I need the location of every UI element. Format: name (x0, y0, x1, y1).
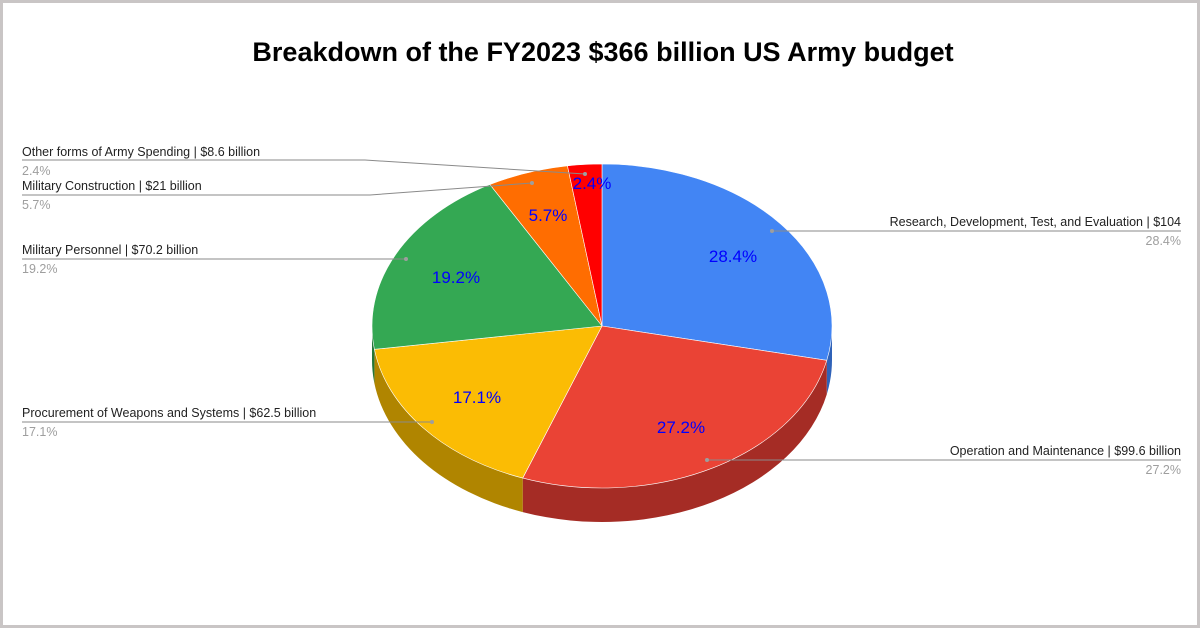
leader-line (22, 159, 586, 175)
slice-percent-caption: 27.2% (1146, 463, 1181, 477)
slice-label: Military Construction | $21 billion (22, 179, 202, 193)
slice-percent-label: 27.2% (657, 418, 705, 437)
slice-label: Other forms of Army Spending | $8.6 bill… (22, 145, 260, 159)
slice-percent-caption: 17.1% (22, 425, 57, 439)
pie-slice[interactable] (601, 163, 833, 361)
pie-slice[interactable] (374, 325, 603, 479)
pie-side-2 (374, 349, 523, 513)
chart-title: Breakdown of the FY2023 $366 billion US … (252, 37, 954, 67)
slice-percent-caption: 28.4% (1146, 234, 1181, 248)
leader-dot (430, 420, 434, 424)
leader-dot (583, 172, 587, 176)
pie-side-0 (826, 326, 832, 395)
slice-percent-caption: 2.4% (22, 164, 51, 178)
slice-percent-label: 19.2% (432, 268, 480, 287)
leader-line (22, 182, 533, 196)
slice-label: Military Personnel | $70.2 billion (22, 243, 198, 257)
slice-label: Procurement of Weapons and Systems | $62… (22, 406, 316, 420)
pie-slice[interactable] (522, 325, 828, 489)
slice-percent-label: 2.4% (573, 174, 612, 193)
pie-slice[interactable] (371, 184, 603, 350)
slice-percent-label: 5.7% (529, 206, 568, 225)
slice-percent-label: 28.4% (709, 247, 757, 266)
leader-dot (705, 458, 709, 462)
slice-percent-caption: 5.7% (22, 198, 51, 212)
slice-label: Operation and Maintenance | $99.6 billio… (950, 444, 1181, 458)
leader-dot (530, 181, 534, 185)
slice-percent-caption: 19.2% (22, 262, 57, 276)
leader-dot (770, 229, 774, 233)
slice-label: Research, Development, Test, and Evaluat… (890, 215, 1181, 229)
leader-dot (404, 257, 408, 261)
pie-side-1 (522, 360, 827, 522)
pie-slice[interactable] (567, 163, 603, 327)
slice-percent-label: 17.1% (453, 388, 501, 407)
